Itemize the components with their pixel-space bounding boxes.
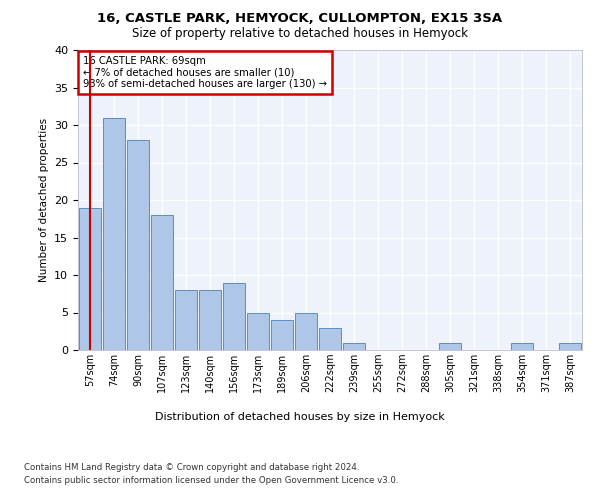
- Text: Contains HM Land Registry data © Crown copyright and database right 2024.: Contains HM Land Registry data © Crown c…: [24, 462, 359, 471]
- Bar: [127, 140, 149, 350]
- Bar: [175, 290, 197, 350]
- Bar: [79, 208, 101, 350]
- Text: 16 CASTLE PARK: 69sqm
← 7% of detached houses are smaller (10)
93% of semi-detac: 16 CASTLE PARK: 69sqm ← 7% of detached h…: [83, 56, 327, 89]
- Bar: [559, 342, 581, 350]
- Text: Size of property relative to detached houses in Hemyock: Size of property relative to detached ho…: [132, 28, 468, 40]
- Bar: [319, 328, 341, 350]
- Text: Contains public sector information licensed under the Open Government Licence v3: Contains public sector information licen…: [24, 476, 398, 485]
- Bar: [511, 342, 533, 350]
- Text: 16, CASTLE PARK, HEMYOCK, CULLOMPTON, EX15 3SA: 16, CASTLE PARK, HEMYOCK, CULLOMPTON, EX…: [97, 12, 503, 26]
- Text: Distribution of detached houses by size in Hemyock: Distribution of detached houses by size …: [155, 412, 445, 422]
- Bar: [295, 312, 317, 350]
- Y-axis label: Number of detached properties: Number of detached properties: [38, 118, 49, 282]
- Bar: [151, 215, 173, 350]
- Bar: [247, 312, 269, 350]
- Bar: [439, 342, 461, 350]
- Bar: [103, 118, 125, 350]
- Bar: [199, 290, 221, 350]
- Bar: [343, 342, 365, 350]
- Bar: [223, 282, 245, 350]
- Bar: [271, 320, 293, 350]
